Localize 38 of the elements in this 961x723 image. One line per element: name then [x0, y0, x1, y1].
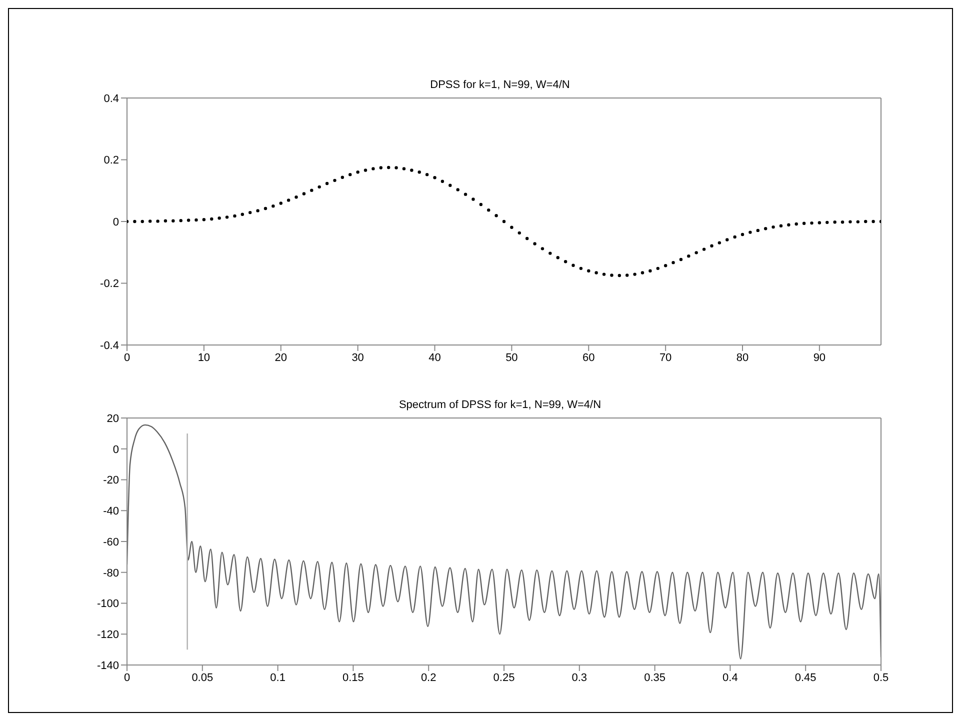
y-tick-label: -120 — [96, 629, 119, 642]
y-tick-label: -0.2 — [100, 278, 119, 290]
x-tick-label: 50 — [506, 352, 518, 364]
x-tick-label: 90 — [813, 352, 826, 364]
x-tick-label: 0.25 — [493, 672, 515, 684]
x-tick-label: 0.35 — [644, 672, 666, 684]
x-tick-label: 60 — [582, 352, 595, 364]
x-tick-label: 0.2 — [420, 672, 436, 684]
x-tick-label: 80 — [736, 352, 749, 364]
x-tick-label: 0.15 — [342, 672, 364, 684]
x-tick-label: 0 — [124, 352, 130, 364]
chart-title: Spectrum of DPSS for k=1, N=99, W=4/N — [398, 399, 602, 411]
x-tick-label: 0.45 — [794, 672, 816, 684]
chart-title: DPSS for k=1, N=99, W=4/N — [429, 79, 571, 91]
y-tick-label: 20 — [106, 412, 119, 425]
x-tick-label: 0.3 — [572, 672, 588, 684]
y-tick-label: -0.4 — [100, 340, 119, 352]
line-series — [127, 424, 881, 660]
x-tick-label: 0.4 — [722, 672, 738, 684]
x-tick-label: 0 — [124, 672, 130, 684]
x-tick-label: 0.5 — [873, 672, 889, 684]
y-tick-label: -60 — [103, 536, 119, 548]
x-tick-label: 10 — [198, 352, 210, 364]
y-tick-label: 0 — [112, 216, 119, 228]
x-tick-label: 30 — [352, 352, 364, 364]
x-tick-label: 0.1 — [270, 672, 286, 684]
x-tick-label: 20 — [274, 352, 288, 364]
y-tick-label: -100 — [96, 598, 119, 610]
y-tick-label: -80 — [103, 567, 119, 580]
y-tick-label: 0.2 — [104, 154, 119, 167]
y-tick-label: -40 — [103, 506, 119, 518]
x-tick-label: 70 — [659, 352, 672, 364]
x-tick-label: 40 — [428, 352, 441, 364]
y-tick-label: -140 — [96, 660, 119, 672]
y-tick-label: 0.4 — [104, 92, 119, 105]
y-tick-label: -20 — [103, 474, 119, 487]
x-tick-label: 0.05 — [192, 672, 214, 684]
y-tick-label: 0 — [112, 444, 119, 456]
